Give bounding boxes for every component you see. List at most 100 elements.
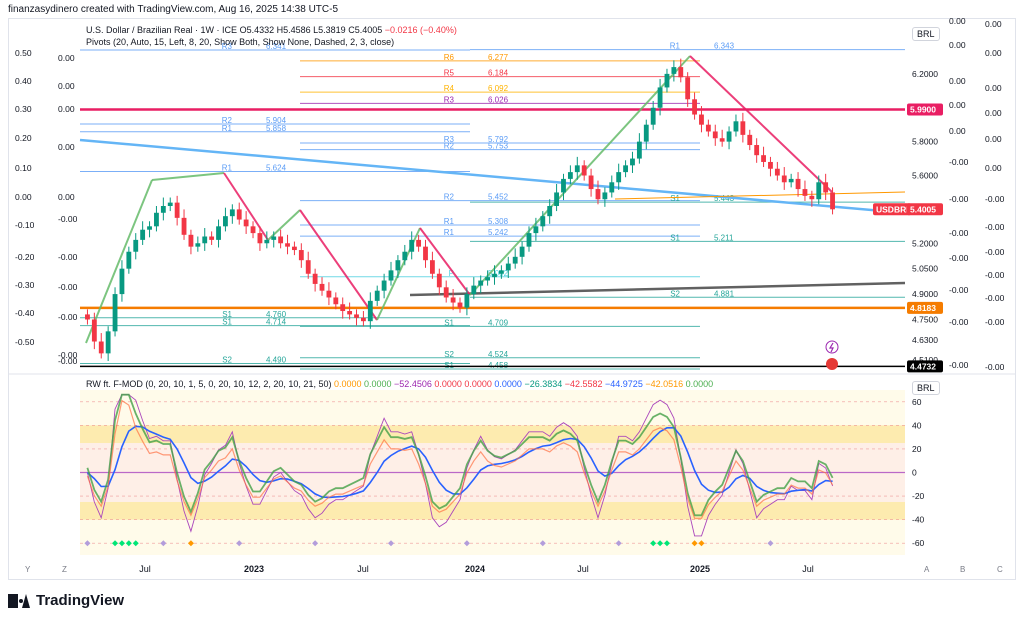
candle-body (719, 138, 725, 142)
zigzag-segment (85, 179, 153, 344)
price-axis-label: 4.9000 (912, 289, 938, 299)
candle-body (126, 251, 132, 269)
candle-body (360, 317, 366, 322)
candle-body (561, 178, 566, 193)
candle-body (416, 239, 422, 247)
scale2-label: 0.00 (949, 126, 966, 136)
oscillator-value: −26.3834 (521, 379, 563, 389)
pivot-label: S1 (670, 194, 680, 203)
zigzag-segment (469, 55, 691, 296)
pivot-label: R1 (670, 42, 681, 51)
osc-signal-dot (187, 540, 194, 547)
time-axis-label: Jul (357, 564, 369, 574)
oscillator-indicator-label[interactable]: RW ft. F-MOD (0, 20, 10, 1, 5, 0, 20, 10… (86, 379, 713, 389)
candle-body (264, 239, 270, 244)
oscillator-value: 0.0000 (431, 379, 462, 389)
candle-body (657, 87, 663, 108)
pivot-value: 4.760 (266, 310, 287, 319)
time-axis-label: Jul (139, 564, 151, 574)
scale3-label: -0.00 (985, 222, 1005, 232)
candle-body (409, 239, 415, 252)
osc-axis-label: -60 (912, 538, 925, 548)
price-badge: 5.4005 (910, 204, 936, 214)
pivots-indicator-label[interactable]: Pivots (20, Auto, 15, Left, 8, 20, Show … (86, 37, 395, 47)
time-axis-label: Jul (802, 564, 814, 574)
candle-body (733, 121, 739, 132)
candle-body (140, 229, 146, 240)
scale1-label: 0.00 (58, 104, 75, 114)
candle-body (292, 246, 297, 251)
candle-body (91, 319, 97, 342)
osc-signal-dot (539, 540, 546, 547)
price-badge-bg (907, 103, 943, 116)
candle-body (381, 280, 387, 291)
price-axis-label: 5.2000 (912, 238, 938, 248)
candle-body (519, 246, 525, 257)
scale1-label: -0.00 (58, 350, 78, 360)
oscillator-name: RW ft. F-MOD (0, 20, 10, 1, 5, 0, 20, 10… (86, 379, 332, 389)
candle-body (98, 341, 104, 354)
osc-signal-dot (236, 540, 243, 547)
pivot-value: 5.624 (266, 163, 287, 172)
left-scale-label: -0.10 (15, 220, 35, 230)
time-axis-label: 2025 (690, 564, 710, 574)
scale2-label: 0.00 (949, 76, 966, 86)
scale3-label: 0.00 (985, 48, 1002, 58)
high-value: H5.4586 (276, 25, 311, 35)
candle-body (216, 226, 221, 240)
time-axis-button: Y (25, 565, 31, 574)
zigzag-segment (223, 172, 269, 241)
candle-body (678, 67, 684, 78)
oscillator-value: 0.0000 (683, 379, 714, 389)
osc-signal-dot (650, 540, 657, 547)
currency-button[interactable]: BRL (912, 27, 940, 41)
zigzag-segment (267, 209, 301, 241)
candle-body (602, 192, 608, 200)
scale1-label: -0.00 (58, 356, 78, 366)
pivot-label: R1 (222, 163, 233, 172)
osc-signal-dot (698, 540, 705, 547)
oscillator-values: 0.0000 0.0000 −52.4506 0.0000 0.0000 0.0… (334, 379, 713, 389)
osc-axis-label: 40 (912, 420, 922, 430)
price-axis-label: 5.8000 (912, 137, 938, 147)
oscillator-value: 0.0000 (461, 379, 492, 389)
oscillator-value: −42.0516 (642, 379, 684, 389)
scale1-label: 0.00 (58, 142, 75, 152)
pivot-label: P (449, 269, 454, 278)
candle-body (754, 145, 760, 156)
pivot-value: 5.002 (488, 269, 509, 278)
change-value: −0.0216 (−0.40%) (384, 25, 457, 35)
time-axis-label: Jul (577, 564, 589, 574)
osc-currency-button[interactable]: BRL (912, 381, 940, 395)
scale3-label: -0.00 (985, 194, 1005, 204)
price-axis-label: 6.2000 (912, 69, 938, 79)
pivot-label: R5 (444, 69, 455, 78)
scale3-label: -0.00 (985, 362, 1005, 372)
scale2-label: -0.00 (949, 228, 969, 238)
price-badge: 4.4732 (910, 361, 936, 371)
us-flag-icon (826, 358, 838, 370)
candle-body (540, 216, 546, 227)
price-badge: 4.8183 (910, 303, 936, 313)
time-axis-button: B (960, 565, 965, 574)
osc-axis-label: -40 (912, 515, 925, 525)
brand-text: TradingView (36, 592, 125, 609)
candle-body (699, 114, 704, 125)
candle-body (623, 165, 628, 173)
candle-body (616, 172, 622, 183)
candle-body (574, 165, 580, 173)
price-badge-bg (907, 301, 943, 314)
price-badge: 5.9900 (910, 104, 936, 114)
candle-body (402, 251, 408, 261)
candle-body (705, 124, 711, 132)
candle-body (112, 294, 118, 332)
scale1-label: 0.00 (58, 192, 75, 202)
pivot-value: 5.308 (488, 217, 509, 226)
price-badge-bg (907, 203, 943, 216)
oscillator-value: −52.4506 (391, 379, 432, 389)
left-scale-label: 0.30 (15, 104, 32, 114)
osc-signal-dot (463, 540, 470, 547)
pivot-label: S2 (670, 289, 680, 298)
tradingview-logo-icon (8, 593, 30, 608)
